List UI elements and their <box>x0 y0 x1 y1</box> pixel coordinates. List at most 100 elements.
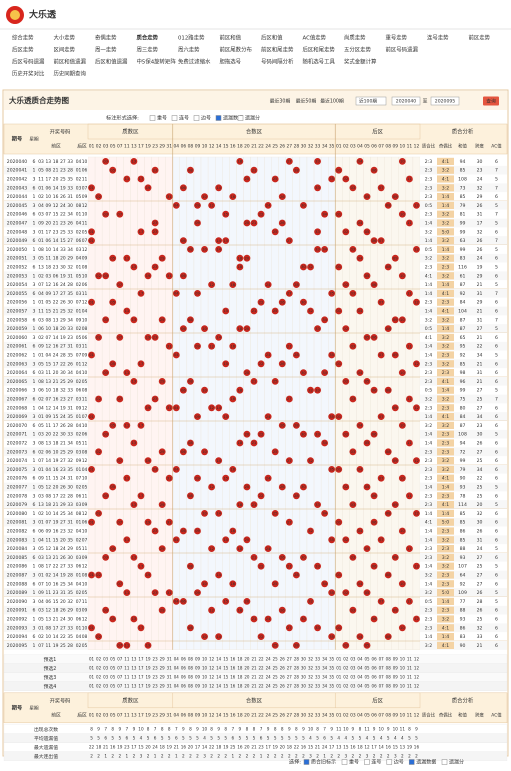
preselect-cell[interactable]: 28 <box>294 665 300 670</box>
preselect-cell[interactable]: 10 <box>400 674 406 679</box>
preselect-cell[interactable]: 30 <box>301 683 307 688</box>
preselect-cell[interactable]: 16 <box>230 656 236 661</box>
preselect-cell[interactable]: 20 <box>244 665 250 670</box>
checkbox[interactable] <box>441 759 448 765</box>
preselect-cell[interactable]: 22 <box>259 656 265 661</box>
nav-link[interactable]: 中5保4旋转矩阵 <box>137 58 177 66</box>
preselect-cell[interactable]: 13 <box>131 665 137 670</box>
preselect-cell[interactable]: 13 <box>131 656 137 661</box>
nav-link[interactable]: 随机选号工具 <box>303 58 336 66</box>
nav-link[interactable]: 综合走势 <box>12 34 34 42</box>
footer-option[interactable]: 遗漏分 <box>449 759 464 766</box>
checkbox[interactable] <box>149 115 156 121</box>
preselect-cell[interactable]: 09 <box>393 656 399 661</box>
nav-link[interactable]: 周六走势 <box>178 46 200 54</box>
preselect-cell[interactable]: 01 <box>336 656 342 661</box>
query-button[interactable] <box>483 96 499 106</box>
preselect-cell[interactable]: 08 <box>386 683 392 688</box>
range-link[interactable]: 最近50期 <box>296 98 317 105</box>
preselect-cell[interactable]: 21 <box>251 683 257 688</box>
preselect-cell[interactable]: 02 <box>96 665 102 670</box>
preselect-cell[interactable]: 05 <box>364 665 370 670</box>
preselect-cell[interactable]: 19 <box>145 674 151 679</box>
preselect-cell[interactable]: 12 <box>414 656 420 661</box>
preselect-cell[interactable]: 07 <box>117 683 123 688</box>
checkbox[interactable] <box>364 759 370 765</box>
preselect-cell[interactable]: 35 <box>329 683 335 688</box>
mark-option[interactable]: 遗漏分 <box>245 115 260 122</box>
mark-option[interactable]: 连号 <box>179 115 189 122</box>
footer-option[interactable]: 遗漏数据 <box>416 759 436 766</box>
preselect-cell[interactable]: 12 <box>414 683 420 688</box>
preselect-cell[interactable]: 20 <box>244 656 250 661</box>
preselect-cell[interactable]: 21 <box>251 665 257 670</box>
preselect-cell[interactable]: 06 <box>372 683 378 688</box>
preselect-cell[interactable]: 03 <box>350 656 356 661</box>
preselect-cell[interactable]: 29 <box>160 665 166 670</box>
nav-link[interactable]: 奖式金额计算 <box>344 58 377 66</box>
preselect-cell[interactable]: 29 <box>160 656 166 661</box>
preselect-cell[interactable]: 09 <box>393 665 399 670</box>
preselect-cell[interactable]: 31 <box>167 674 173 679</box>
preselect-cell[interactable]: 02 <box>96 674 102 679</box>
checkbox[interactable] <box>193 115 200 121</box>
preselect-cell[interactable]: 30 <box>301 656 307 661</box>
preselect-cell[interactable]: 05 <box>364 683 370 688</box>
preselect-cell[interactable]: 03 <box>103 674 109 679</box>
nav-link[interactable]: 周三走势 <box>137 46 159 54</box>
preselect-cell[interactable]: 32 <box>308 674 314 679</box>
mark-option[interactable]: 遗漏数据 <box>223 115 243 122</box>
preselect-cell[interactable]: 12 <box>209 674 215 679</box>
nav-link[interactable]: 号码间隔分析 <box>261 58 294 66</box>
preselect-cell[interactable]: 02 <box>343 665 349 670</box>
preselect-cell[interactable]: 26 <box>280 683 286 688</box>
query-text[interactable]: 查询 <box>486 98 496 105</box>
preselect-cell[interactable]: 11 <box>407 683 413 688</box>
preselect-cell[interactable]: 03 <box>350 674 356 679</box>
nav-link[interactable]: 免费过滤缩水 <box>178 58 211 66</box>
preselect-cell[interactable]: 11 <box>407 665 413 670</box>
preselect-cell[interactable]: 32 <box>308 683 314 688</box>
preselect-cell[interactable]: 12 <box>414 665 420 670</box>
preselect-cell[interactable]: 27 <box>287 656 293 661</box>
preselect-cell[interactable]: 05 <box>110 683 116 688</box>
preselect-cell[interactable]: 04 <box>174 674 180 679</box>
preselect-cell[interactable]: 12 <box>209 665 215 670</box>
preselect-cell[interactable]: 10 <box>202 683 208 688</box>
preselect-cell[interactable]: 35 <box>329 656 335 661</box>
preselect-cell[interactable]: 18 <box>237 656 243 661</box>
preselect-cell[interactable]: 08 <box>386 665 392 670</box>
preselect-cell[interactable]: 08 <box>188 665 194 670</box>
preselect-cell[interactable]: 10 <box>202 674 208 679</box>
preselect-cell[interactable]: 02 <box>96 683 102 688</box>
preselect-cell[interactable]: 14 <box>216 674 222 679</box>
preselect-cell[interactable]: 23 <box>153 683 159 688</box>
preselect-cell[interactable]: 01 <box>89 665 95 670</box>
nav-link[interactable]: 质合走势 <box>137 34 159 42</box>
preselect-cell[interactable]: 03 <box>350 665 356 670</box>
preselect-cell[interactable]: 27 <box>287 665 293 670</box>
preselect-cell[interactable]: 10 <box>400 683 406 688</box>
checkbox[interactable] <box>408 759 415 765</box>
preselect-cell[interactable]: 09 <box>195 665 201 670</box>
preselect-cell[interactable]: 01 <box>89 683 95 688</box>
preselect-cell[interactable]: 28 <box>294 656 300 661</box>
preselect-cell[interactable]: 15 <box>223 665 229 670</box>
preselect-cell[interactable]: 24 <box>266 656 272 661</box>
preselect-cell[interactable]: 02 <box>96 656 102 661</box>
preselect-cell[interactable]: 11 <box>407 656 413 661</box>
preselect-cell[interactable]: 05 <box>110 665 116 670</box>
preselect-cell[interactable]: 33 <box>315 656 321 661</box>
preselect-cell[interactable]: 05 <box>364 674 370 679</box>
preselect-cell[interactable]: 28 <box>294 674 300 679</box>
from-input[interactable] <box>391 96 421 106</box>
nav-link[interactable]: 前区走势 <box>469 34 491 42</box>
preselect-cell[interactable]: 33 <box>315 665 321 670</box>
preselect-cell[interactable]: 08 <box>188 656 194 661</box>
nav-link[interactable]: 奇偶走势 <box>95 34 117 42</box>
nav-link[interactable]: 胆拖选号 <box>220 58 242 66</box>
preselect-cell[interactable]: 25 <box>273 665 279 670</box>
preselect-cell[interactable]: 34 <box>322 665 328 670</box>
preselect-cell[interactable]: 15 <box>223 674 229 679</box>
preselect-cell[interactable]: 21 <box>251 656 257 661</box>
